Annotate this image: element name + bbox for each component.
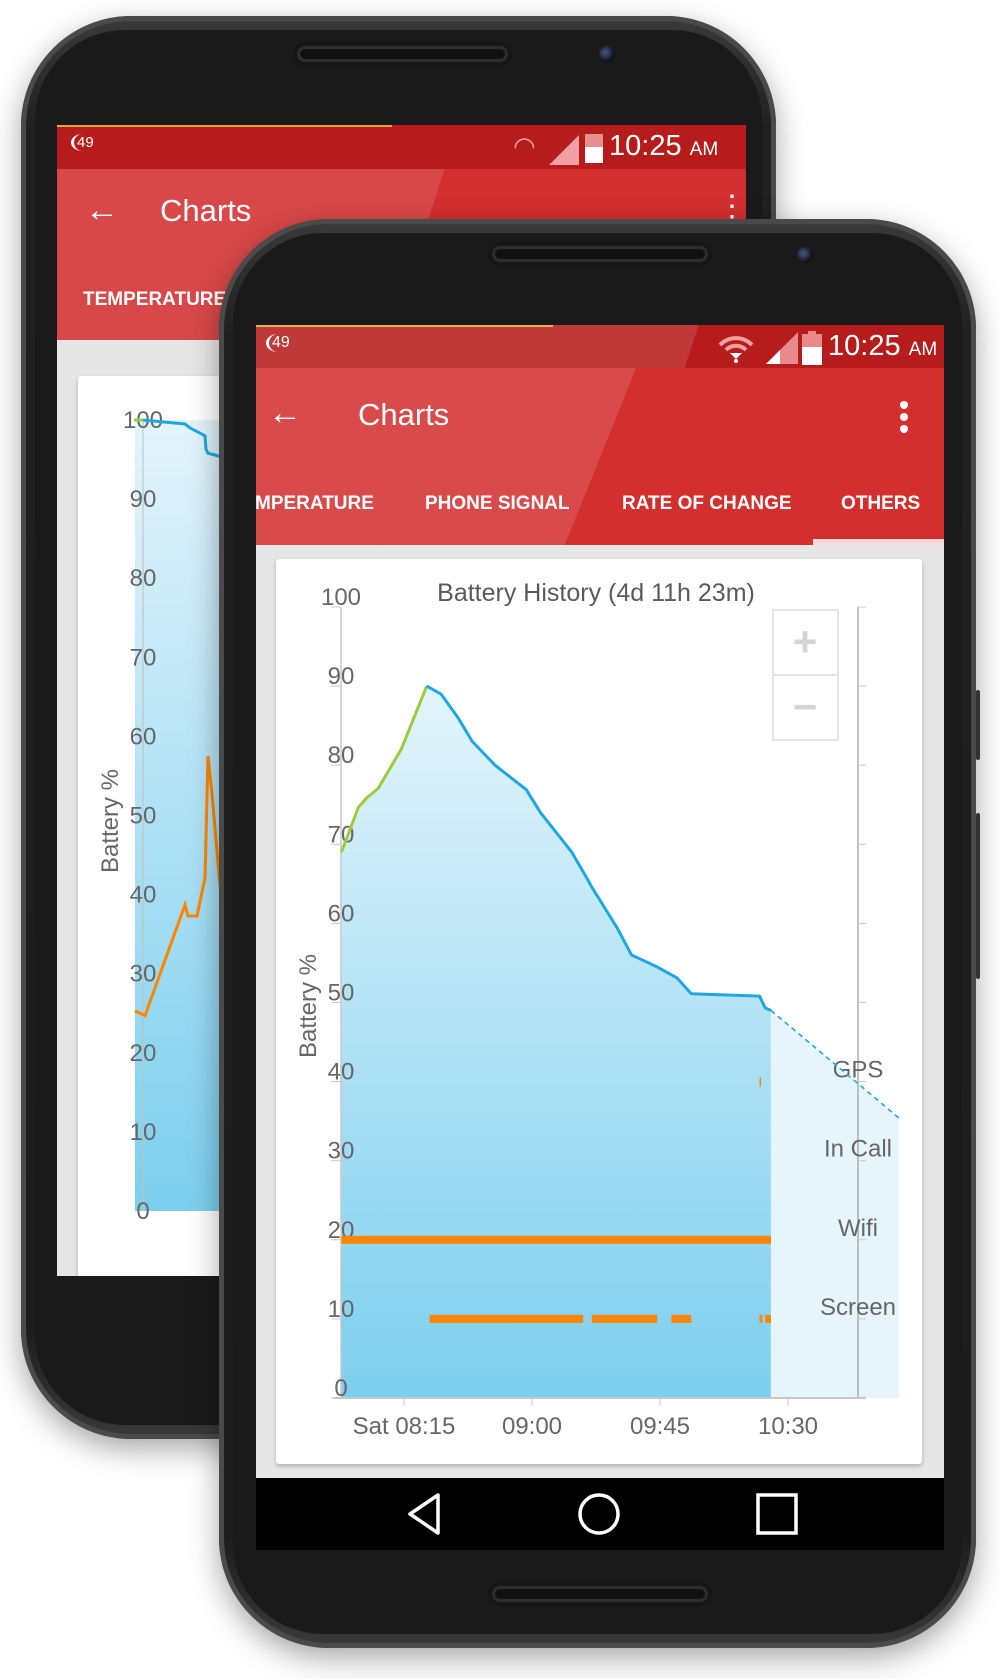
state-label: In Call <box>824 1136 892 1163</box>
battery-icon <box>585 134 603 163</box>
back-y-tick-label: 90 <box>130 486 157 513</box>
tab-temperature[interactable]: MPERATURE <box>256 493 374 514</box>
state-label: GPS <box>833 1057 884 1084</box>
signal-icon <box>549 135 579 165</box>
front-phone-camera <box>797 247 813 263</box>
y-tick-label: 30 <box>328 1138 355 1165</box>
toolbar-title: Charts <box>358 397 450 432</box>
cell-signal-icon <box>766 332 798 364</box>
zoom-out-icon: − <box>793 683 818 730</box>
x-tick-label: Sat 08:15 <box>353 1413 456 1440</box>
state-label: Wifi <box>838 1215 878 1242</box>
back-arrow-icon[interactable]: ← <box>85 191 119 229</box>
zoom-out-button[interactable] <box>772 674 839 741</box>
status-time: 10:25 AM <box>828 330 938 362</box>
tab-phone-signal[interactable]: PHONE SIGNAL <box>425 493 570 514</box>
y-tick-label: 100 <box>321 584 361 611</box>
back-temperature-line <box>134 756 222 1018</box>
notification-badge-icon: 49 <box>266 334 290 352</box>
back-y-tick-label: 70 <box>130 644 157 671</box>
state-bar-gps <box>759 1077 762 1087</box>
volume-button[interactable] <box>976 813 980 979</box>
state-bar-wifi <box>341 1235 771 1244</box>
y-tick-label: 90 <box>328 663 355 690</box>
x-tick-label: 09:45 <box>630 1413 690 1440</box>
battery-icon <box>802 331 822 365</box>
y-tick-label: 80 <box>328 742 355 769</box>
state-bar-screen <box>429 1314 584 1323</box>
back-y-tick-label: 10 <box>130 1119 157 1146</box>
y-axis-label: Battery % <box>295 954 322 1058</box>
back-y-tick-label: 0 <box>136 1198 149 1225</box>
front-phone-bottom-speaker <box>492 1586 708 1602</box>
chart-title: Battery History (4d 11h 23m) <box>437 579 755 607</box>
recents-square-icon[interactable] <box>755 1492 799 1536</box>
x-tick-label: 09:00 <box>502 1413 562 1440</box>
y-tick-label: 40 <box>328 1059 355 1086</box>
more-vertical-icon[interactable] <box>898 400 910 434</box>
state-bar-screen <box>765 1314 771 1323</box>
back-y-axis-label: Battery % <box>97 769 124 873</box>
back-y-tick-label: 80 <box>130 565 157 592</box>
tab-rate-of-change[interactable]: RATE OF CHANGE <box>622 493 792 514</box>
back-y-tick-label: 50 <box>130 803 157 830</box>
front-phone-top-speaker <box>492 246 708 262</box>
tab-others[interactable]: OTHERS <box>841 493 921 514</box>
charging-line <box>340 685 429 853</box>
back-triangle-icon[interactable] <box>404 1492 444 1536</box>
projection-area-fill <box>770 1010 899 1398</box>
zoom-in-button[interactable] <box>772 609 839 676</box>
state-label: Screen <box>820 1294 896 1321</box>
x-tick-label: 10:30 <box>758 1413 818 1440</box>
y-tick-label: 50 <box>328 980 355 1007</box>
wifi-icon: ◠ <box>513 131 536 161</box>
nav-bar <box>256 1478 944 1550</box>
y-tick-label: 0 <box>334 1375 347 1402</box>
back-y-tick-label: 30 <box>130 961 157 988</box>
back-phone-speaker <box>297 46 508 62</box>
back-y-tick-label: 20 <box>130 1040 157 1067</box>
back-phone-camera <box>599 46 615 62</box>
battery-area-fill <box>341 686 771 1398</box>
back-y-tick-label: 40 <box>130 882 157 909</box>
state-bar-screen <box>591 1314 658 1323</box>
back-y-tick-label: 60 <box>130 723 157 750</box>
active-tab-indicator <box>813 539 944 545</box>
projection-line <box>770 1009 900 1119</box>
notification-badge-icon: 49 <box>71 134 94 151</box>
back-battery-line <box>142 418 221 458</box>
wifi-icon <box>718 336 754 363</box>
zoom-controls: + − <box>772 609 839 741</box>
toolbar-title: Charts <box>160 193 252 228</box>
home-circle-icon[interactable] <box>577 1492 621 1536</box>
discharging-line <box>426 684 772 1012</box>
status-time: 10:25 AM <box>609 130 719 162</box>
power-button[interactable] <box>976 690 980 760</box>
status-bar: 49 ◠ 10:25 AM <box>57 125 746 169</box>
tab-temperature[interactable]: TEMPERATURE <box>83 289 227 310</box>
state-bar-screen <box>759 1314 763 1323</box>
state-bar-screen <box>671 1314 692 1323</box>
y-tick-label: 10 <box>328 1296 355 1323</box>
y-tick-label: 60 <box>328 900 355 927</box>
zoom-in-icon: + <box>793 618 818 665</box>
arrow-left-icon[interactable]: ← <box>268 394 302 432</box>
more-vertical-icon[interactable]: ⋮ <box>717 190 746 223</box>
